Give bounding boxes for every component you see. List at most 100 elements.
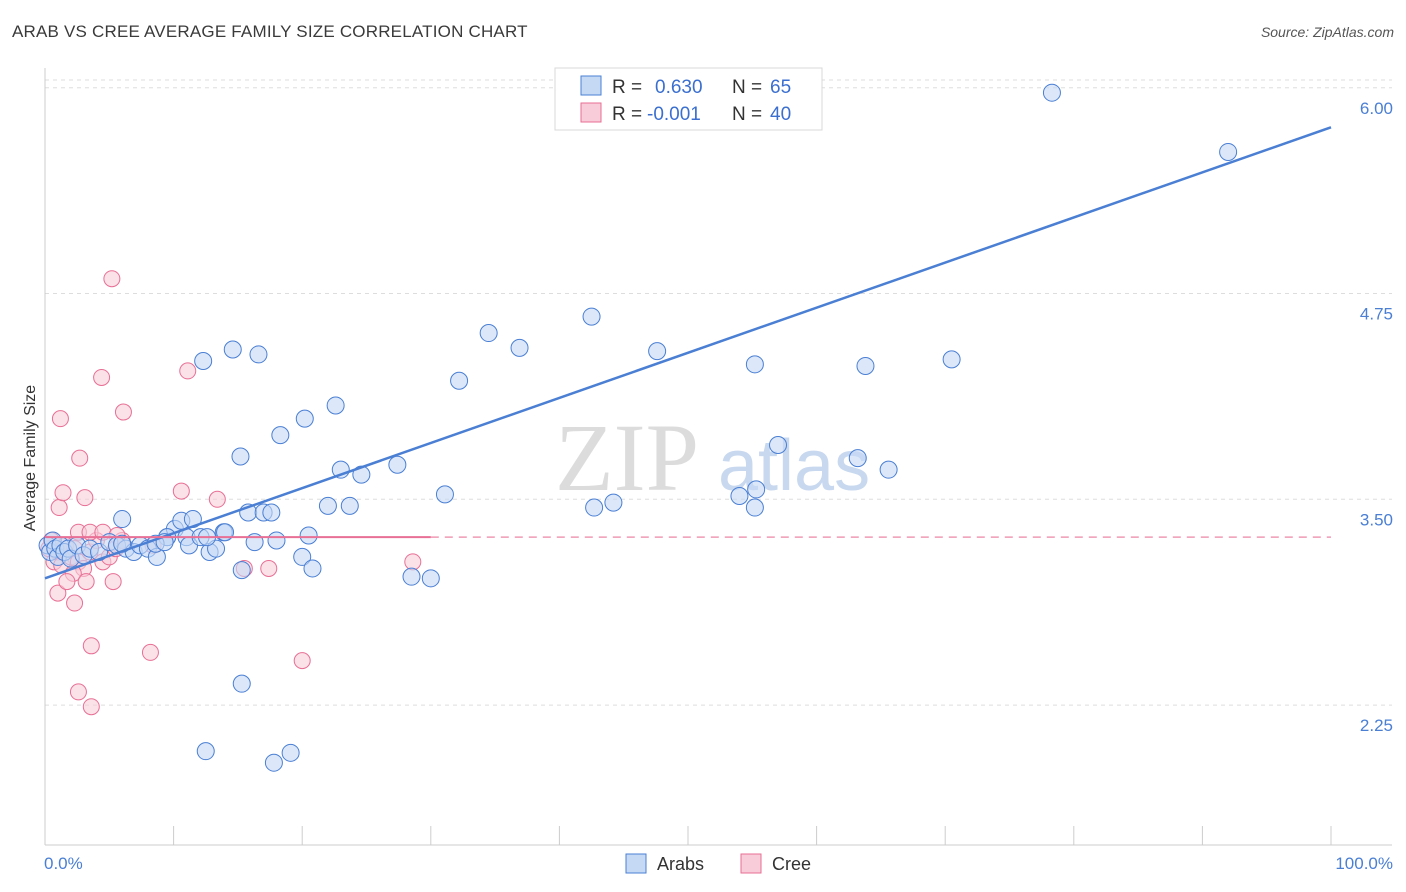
series-legend: Arabs Cree (625, 853, 811, 874)
arabs-point-61 (856, 356, 875, 375)
cree-point-16 (50, 499, 68, 517)
arabs-point-53 (604, 493, 623, 512)
arabs-point-30 (113, 510, 132, 529)
legend-r-label-2: R = (612, 104, 642, 125)
legend-arabs-swatch (580, 75, 602, 96)
arabs-point-55 (479, 324, 498, 343)
y-tick-label-1: 3.50 (1360, 510, 1393, 529)
arabs-point-54 (747, 480, 766, 499)
cree-points (40, 270, 422, 716)
arabs-point-51 (435, 485, 454, 504)
cree-point-41 (82, 698, 100, 716)
arabs-point-64 (879, 460, 898, 479)
arabs-point-59 (942, 350, 961, 369)
arabs-point-77 (303, 559, 322, 578)
arabs-point-58 (648, 342, 667, 361)
arabs-point-75 (281, 743, 300, 762)
cree-point-27 (93, 368, 111, 386)
arabs-point-48 (295, 409, 314, 428)
arabs-point-39 (299, 526, 318, 545)
cree-point-30 (172, 482, 190, 500)
y-tick-label-3: 6.00 (1360, 99, 1393, 118)
cree-point-29 (179, 362, 197, 380)
cree-point-38 (141, 643, 159, 661)
arabs-point-34 (262, 503, 281, 522)
arabs-point-31 (216, 523, 235, 542)
arabs-point-36 (232, 561, 251, 580)
tick-labels: 2.25 3.50 4.75 6.00 0.0% 100.0% (44, 99, 1393, 873)
arabs-point-49 (326, 396, 345, 415)
arabs-point-62 (769, 435, 788, 454)
arabs-point-66 (745, 498, 764, 517)
cree-point-33 (58, 573, 76, 591)
arabs-point-74 (264, 753, 283, 772)
cree-point-40 (69, 683, 87, 701)
bottom-legend-cree: Cree (772, 854, 811, 874)
cree-point-25 (51, 410, 69, 428)
arabs-point-73 (196, 742, 215, 761)
arabs-point-35 (267, 531, 286, 550)
cree-point-37 (82, 637, 100, 655)
legend-n-label-1: N = (732, 77, 762, 98)
cree-point-31 (208, 490, 226, 508)
arabs-point-46 (388, 455, 407, 474)
trend-lines (44, 126, 1332, 580)
arabs-point-43 (421, 569, 440, 588)
arabs-point-67 (1042, 83, 1061, 102)
bottom-legend-arabs: Arabs (657, 854, 704, 874)
arabs-point-70 (194, 352, 213, 371)
cree-point-26 (114, 403, 132, 421)
y-axis-label: Average Family Size (22, 385, 39, 532)
arabs-point-38 (293, 547, 312, 566)
arabs-point-60 (745, 355, 764, 374)
arabs-point-56 (510, 338, 529, 357)
arabs-point-71 (223, 340, 242, 359)
arabs-point-40 (318, 496, 337, 515)
arabs-point-37 (245, 533, 264, 552)
cree-point-34 (66, 594, 84, 612)
arabs-point-42 (402, 567, 421, 586)
arabs-trend-line (44, 126, 1332, 580)
source-label: Source: ZipAtlas.com (1260, 24, 1394, 40)
arabs-point-47 (271, 426, 290, 445)
legend-n-value-2: 40 (770, 104, 791, 125)
arabs-point-63 (848, 449, 867, 468)
arabs-point-52 (585, 498, 604, 517)
cree-point-43 (404, 553, 422, 571)
x-tick-label-max: 100.0% (1335, 854, 1393, 873)
chart-title: ARAB VS CREE AVERAGE FAMILY SIZE CORRELA… (12, 22, 528, 41)
legend-r-value-2: -0.001 (647, 104, 701, 125)
cree-point-39 (293, 652, 311, 670)
legend-cree-swatch (580, 102, 602, 123)
arabs-point-41 (340, 496, 359, 515)
axes (44, 68, 1392, 846)
cree-point-20 (76, 489, 94, 507)
cree-point-32 (49, 584, 67, 602)
arabs-point-72 (249, 345, 268, 364)
arabs-point-68 (1219, 142, 1238, 161)
cree-point-28 (103, 270, 121, 288)
legend-n-value-1: 65 (770, 77, 791, 98)
cree-point-17 (54, 484, 72, 502)
bottom-legend-arabs-swatch (625, 853, 647, 874)
arabs-point-76 (232, 674, 251, 693)
watermark-zip: ZIP (555, 404, 699, 511)
y-tick-label-0: 2.25 (1360, 716, 1393, 735)
legend-r-label-1: R = (612, 77, 642, 98)
x-tick-label-min: 0.0% (44, 854, 83, 873)
stats-legend: R = 0.630 N = 65 R = -0.001 N = 40 (554, 67, 823, 131)
bottom-legend-cree-swatch (740, 853, 762, 874)
cree-point-24 (71, 449, 89, 467)
cree-point-42 (260, 559, 278, 577)
gridlines (45, 79, 1392, 706)
cree-point-35 (77, 573, 95, 591)
arabs-point-50 (450, 371, 469, 390)
arabs-point-69 (231, 447, 250, 466)
arabs-point-65 (730, 487, 749, 506)
cree-point-36 (104, 573, 122, 591)
legend-n-label-2: N = (732, 104, 762, 125)
y-tick-label-2: 4.75 (1360, 305, 1393, 324)
arabs-point-57 (582, 307, 601, 326)
legend-r-value-1: 0.630 (655, 77, 703, 98)
